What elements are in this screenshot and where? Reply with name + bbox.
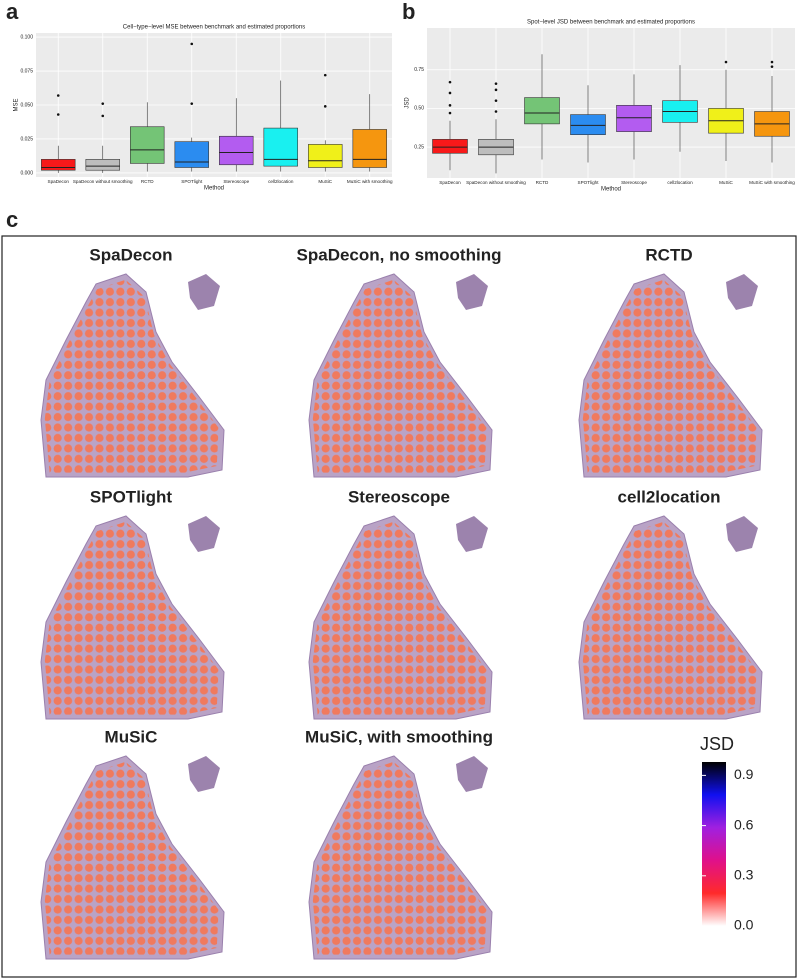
map-title: cell2location bbox=[618, 487, 721, 506]
box bbox=[174, 141, 209, 168]
outlier bbox=[190, 42, 194, 46]
map-title: RCTD bbox=[645, 245, 692, 264]
y-tick-label: 0.25 bbox=[414, 144, 424, 150]
map-title: SpaDecon bbox=[89, 245, 172, 264]
x-tick-label: RCTD bbox=[141, 179, 154, 184]
outlier bbox=[494, 82, 498, 85]
box bbox=[41, 159, 76, 171]
colorbar-tick-label: 0.6 bbox=[734, 816, 754, 832]
box bbox=[352, 129, 387, 168]
x-tick-label: Stereoscope bbox=[223, 179, 249, 184]
map-title: MuSiC bbox=[105, 727, 158, 746]
x-tick-label: SpaDecon without smoothing bbox=[466, 180, 526, 185]
colorbar bbox=[702, 762, 726, 926]
chart-title: Cell−type−level MSE between benchmark an… bbox=[123, 25, 305, 31]
outlier bbox=[770, 65, 774, 68]
plot-background bbox=[427, 28, 795, 178]
y-axis-label: JSD bbox=[405, 97, 411, 109]
y-tick-label: 0.000 bbox=[20, 170, 33, 176]
y-tick-label: 0.100 bbox=[20, 34, 33, 40]
box bbox=[524, 97, 560, 125]
outlier bbox=[770, 60, 774, 64]
colorbar-tick-label: 0.9 bbox=[734, 766, 754, 782]
x-tick-label: SpaDecon without smoothing bbox=[73, 179, 133, 184]
map-title: Stereoscope bbox=[348, 487, 450, 506]
box bbox=[570, 114, 606, 136]
outlier bbox=[56, 113, 60, 116]
tissue-image bbox=[578, 273, 763, 478]
outlier bbox=[101, 102, 105, 105]
box bbox=[130, 126, 165, 164]
x-tick-label: RCTD bbox=[536, 180, 549, 185]
box bbox=[219, 135, 254, 166]
outlier bbox=[494, 88, 498, 92]
y-tick-label: 0.75 bbox=[414, 67, 424, 73]
map-title: SpaDecon, no smoothing bbox=[297, 245, 502, 264]
x-tick-label: SpaDecon bbox=[439, 180, 461, 185]
y-tick-label: 0.050 bbox=[20, 102, 33, 108]
y-tick-label: 0.025 bbox=[20, 136, 33, 142]
x-tick-label: MuSiC bbox=[719, 180, 733, 185]
x-tick-label: cell2location bbox=[268, 179, 294, 184]
panel-c-frame bbox=[1, 235, 797, 978]
colorbar-tick-label: 0.3 bbox=[734, 866, 754, 882]
x-axis-label: Method bbox=[204, 186, 224, 192]
outlier bbox=[323, 73, 327, 77]
colorbar-title: JSD bbox=[700, 734, 734, 754]
box bbox=[432, 139, 468, 154]
panel-label: a bbox=[6, 0, 19, 24]
outlier bbox=[56, 94, 60, 97]
y-axis-label: MSE bbox=[14, 98, 20, 111]
x-tick-label: MuSiC bbox=[318, 179, 332, 184]
x-tick-label: SPOTlight bbox=[578, 180, 600, 185]
outlier bbox=[494, 110, 498, 113]
panel-label: c bbox=[6, 207, 18, 232]
outlier bbox=[448, 104, 452, 107]
tissue-image bbox=[40, 515, 225, 720]
tissue-image bbox=[578, 515, 763, 720]
tissue-image bbox=[40, 755, 225, 960]
outlier bbox=[448, 91, 452, 95]
tissue-image bbox=[40, 273, 225, 478]
x-tick-label: MuSiC with smoothing bbox=[749, 180, 795, 185]
y-tick-label: 0.075 bbox=[20, 68, 33, 74]
box bbox=[308, 144, 343, 168]
outlier bbox=[323, 105, 327, 108]
box bbox=[616, 105, 652, 132]
chart-title: Spot−level JSD between benchmark and est… bbox=[527, 20, 695, 26]
outlier bbox=[494, 99, 498, 102]
map-title: SPOTlight bbox=[90, 487, 173, 506]
box bbox=[263, 127, 298, 167]
tissue-image bbox=[308, 515, 493, 720]
outlier bbox=[190, 102, 194, 105]
x-axis-label: Method bbox=[601, 187, 621, 193]
outlier bbox=[724, 60, 728, 64]
x-tick-label: SpaDecon bbox=[48, 179, 70, 184]
x-tick-label: cell2location bbox=[667, 180, 693, 185]
map-title: MuSiC, with smoothing bbox=[305, 727, 493, 746]
outlier bbox=[448, 111, 452, 115]
tissue-image bbox=[308, 273, 493, 478]
x-tick-label: Stereoscope bbox=[621, 180, 647, 185]
box bbox=[85, 159, 120, 171]
panel-label: b bbox=[402, 0, 415, 24]
tissue-image bbox=[308, 755, 493, 960]
outlier bbox=[448, 80, 452, 84]
y-tick-label: 0.50 bbox=[414, 106, 424, 112]
x-tick-label: MuSiC with smoothing bbox=[347, 179, 393, 184]
colorbar-tick-label: 0.0 bbox=[734, 917, 754, 933]
outlier bbox=[101, 114, 105, 118]
x-tick-label: SPOTlight bbox=[181, 179, 203, 184]
